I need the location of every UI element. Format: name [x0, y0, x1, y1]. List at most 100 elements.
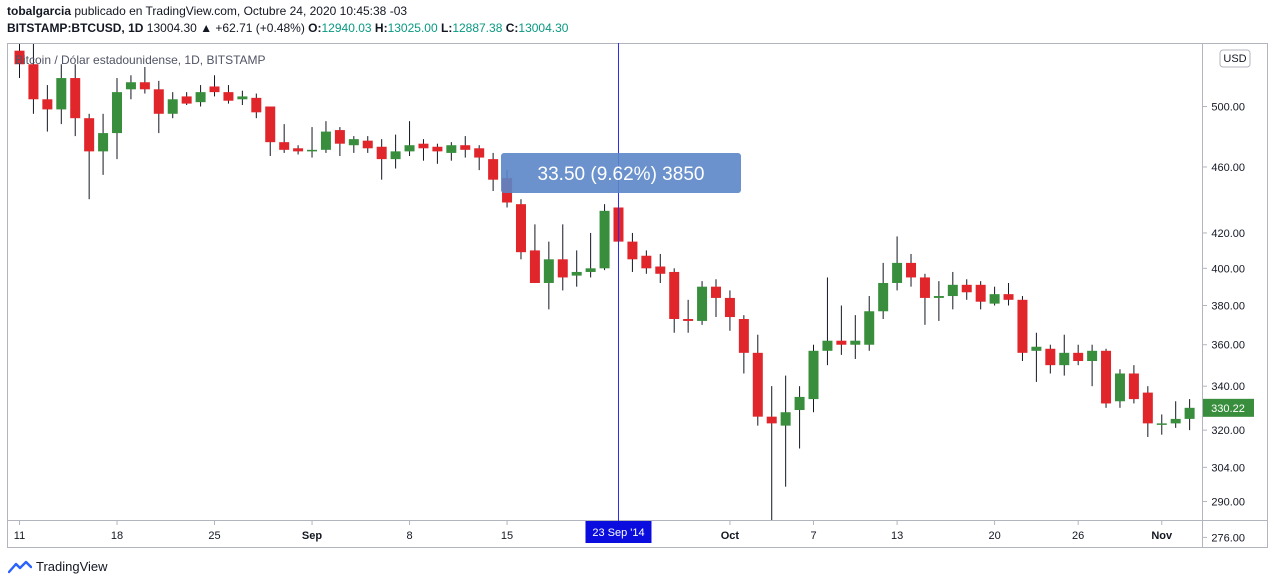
candle [1031, 332, 1042, 382]
candle-body-down [669, 271, 680, 319]
footer-brand-text: TradingView [36, 559, 108, 574]
candle [70, 64, 81, 137]
candle [543, 241, 554, 310]
currency-box[interactable] [1219, 49, 1251, 68]
low-label: L: [440, 21, 453, 35]
candle-body-down [1073, 352, 1084, 362]
time-tick-label: 11 [14, 530, 25, 542]
candle [711, 279, 721, 318]
price-tick-label: 320.00 [1211, 425, 1245, 437]
candle [112, 78, 123, 160]
candle-body-down [334, 130, 345, 144]
candle-body-down [84, 118, 95, 152]
candle [1114, 369, 1125, 408]
candle-body-down [1003, 294, 1014, 300]
candle-body-down [209, 86, 220, 93]
candle-body-down [961, 284, 972, 293]
footer-brand[interactable]: TradingView [8, 559, 108, 574]
candle [307, 127, 318, 158]
candle [139, 66, 150, 94]
candle-body-up [878, 282, 889, 312]
candle-body-up [697, 286, 708, 321]
candle [1087, 344, 1098, 387]
candle [125, 75, 136, 100]
candle-body-down [460, 145, 471, 150]
symbol-label: BITSTAMP:BTCUSD, 1D [7, 21, 144, 35]
candle [84, 113, 95, 200]
candle-body-up [822, 340, 833, 351]
candle [933, 281, 944, 321]
candle [488, 152, 499, 192]
candle-body-up [543, 259, 554, 283]
time-tick-label: 13 [891, 530, 903, 542]
time-tick-label: 25 [208, 530, 220, 542]
candle [850, 315, 861, 359]
candle-body-down [362, 140, 373, 149]
candle [334, 127, 345, 157]
candle-body-up [167, 99, 178, 114]
price-tick-label: 500.00 [1211, 101, 1245, 113]
candle [348, 136, 359, 153]
candle-body-down [153, 89, 164, 114]
candle-body-up [933, 296, 944, 298]
time-tick-label: 7 [810, 530, 816, 542]
candle [627, 232, 638, 272]
candle-body-up [1156, 423, 1167, 425]
time-axis: 11 18 25 Sep 8 15 Oct 7 13 20 26 Nov [14, 521, 1173, 542]
last-price-label-bg [1203, 398, 1254, 417]
candle [42, 85, 53, 132]
candle-body-down [683, 319, 694, 321]
time-tick-label: Nov [1151, 530, 1173, 542]
crosshair-date-label-bg [585, 521, 652, 543]
candle [320, 121, 331, 153]
candle-body-up [850, 340, 861, 345]
candle-body-up [571, 271, 582, 276]
candle [989, 286, 1000, 306]
price-axis: 276.00 290.00 304.00 320.00 340.00 360.00 380.… [1203, 101, 1245, 544]
candle [808, 344, 819, 413]
time-tick-label: 8 [406, 530, 412, 542]
plot-area [14, 44, 1195, 520]
candle-body-down [488, 159, 499, 180]
time-tick-label: 18 [111, 530, 123, 542]
high-label: H: [374, 21, 388, 35]
candle-body-down [223, 92, 234, 101]
candle-body-up [1170, 418, 1181, 424]
candle [1073, 344, 1084, 366]
time-tick-label: 20 [988, 530, 1000, 542]
candle-body-down [906, 262, 917, 278]
candle [975, 281, 986, 310]
candle [557, 224, 568, 291]
author-name: tobalgarcia [7, 4, 72, 18]
candle-body-up [125, 82, 136, 90]
candle-body-down [293, 148, 304, 152]
candle-body-up [195, 92, 206, 103]
candle [209, 75, 220, 97]
candle [961, 279, 972, 300]
low-value: 12887.38 [452, 21, 503, 35]
price-tick-label: 420.00 [1211, 228, 1245, 240]
candle-body-down [432, 146, 443, 152]
candle-body-down [376, 146, 387, 160]
candle-body-down [515, 204, 526, 253]
candle [1017, 296, 1028, 362]
open-value: 12940.03 [321, 21, 372, 35]
candle-body-up [1114, 373, 1125, 402]
candle-body-down [627, 241, 638, 260]
legend-title: Bitcoin / Dólar estadounidense, 1D, BITS… [15, 53, 266, 67]
candle-body-up [780, 412, 791, 426]
candle [418, 139, 429, 161]
candle-body-up [307, 149, 318, 152]
candle [766, 386, 777, 520]
candle [390, 134, 401, 169]
candle-body-up [1184, 407, 1195, 419]
candle [446, 142, 457, 161]
candle [98, 113, 109, 175]
candle [822, 277, 833, 366]
candle [919, 273, 930, 325]
candle-body-up [237, 96, 248, 100]
last-price: 13004.30 [146, 21, 197, 35]
candle [153, 80, 164, 134]
candle [878, 262, 889, 319]
